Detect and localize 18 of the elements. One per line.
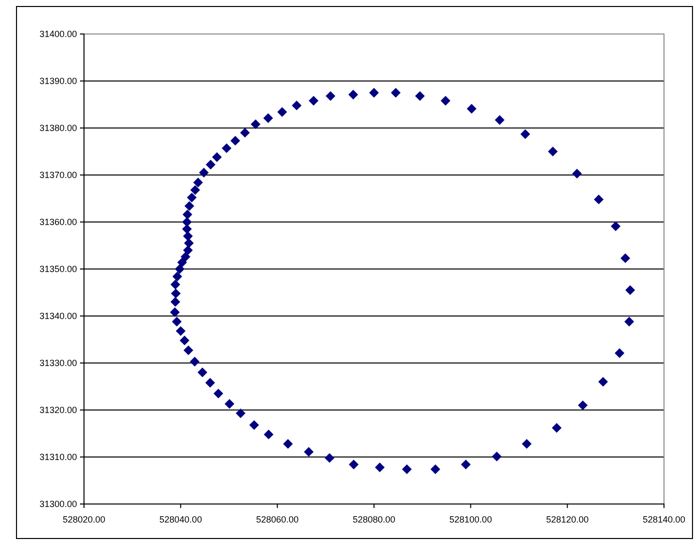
x-tick-label: 528140.00 — [642, 514, 686, 525]
y-tick-label: 31320.00 — [39, 404, 77, 415]
y-tick-label: 31370.00 — [39, 170, 77, 180]
x-tick-label: 528020.00 — [62, 514, 106, 525]
x-tick-label: 528120.00 — [546, 514, 589, 525]
y-tick-label: 31360.00 — [39, 216, 77, 227]
y-tick-label: 31310.00 — [39, 452, 77, 462]
x-tick-label: 528080.00 — [352, 514, 396, 525]
y-tick-label: 31330.00 — [39, 358, 77, 368]
y-tick-label: 31380.00 — [39, 122, 77, 133]
y-tick-label: 31390.00 — [39, 76, 77, 86]
x-tick-label: 528100.00 — [449, 514, 492, 525]
x-tick-label: 528040.00 — [159, 514, 202, 525]
y-tick-label: 31350.00 — [39, 264, 77, 274]
y-tick-label: 31300.00 — [39, 498, 77, 509]
y-tick-label: 31400.00 — [39, 28, 77, 39]
y-tick-label: 31340.00 — [39, 310, 77, 321]
x-tick-label: 528060.00 — [256, 514, 299, 525]
